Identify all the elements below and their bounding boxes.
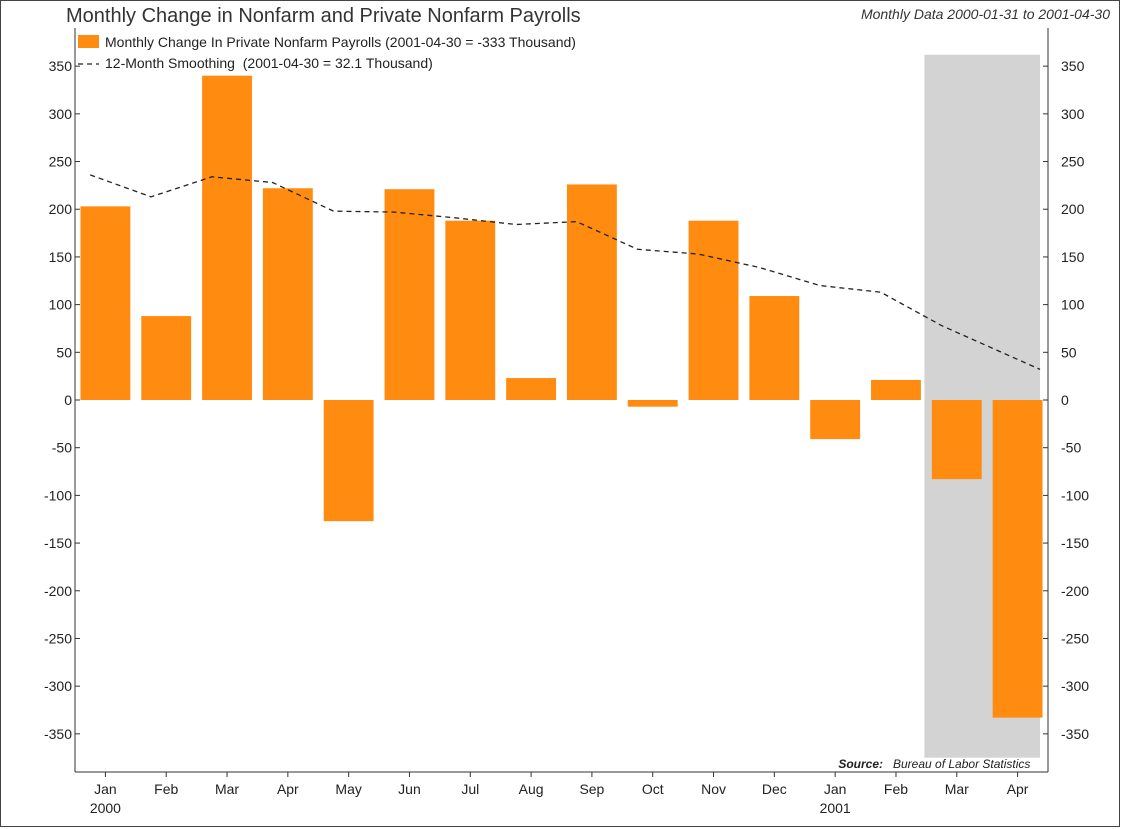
x-tick-label-2: Mar (215, 781, 239, 797)
bar-feb-13 (871, 379, 921, 400)
source-note: Source: Bureau of Labor Statistics (838, 757, 1030, 771)
bar-aug-7 (506, 378, 557, 400)
y-tick-label-left: 350 (49, 58, 73, 74)
y-tick-label-right: -100 (1061, 487, 1089, 503)
source-label: Source: (838, 757, 883, 771)
x-tick-label-9: Oct (642, 781, 664, 797)
y-tick-label-left: -50 (52, 440, 72, 456)
y-tick-label-right: -250 (1061, 630, 1089, 646)
bar-dec-11 (749, 296, 800, 400)
x-tick-label-3: Apr (277, 781, 299, 797)
smoothing-line-series (89, 174, 1041, 370)
y-tick-label-left: -150 (44, 535, 72, 551)
y-tick-label-right: 350 (1061, 58, 1085, 74)
chart-subtitle: Monthly Data 2000-01-31 to 2001-04-30 (860, 6, 1110, 22)
x-tick-label-14: Mar (945, 781, 969, 797)
y-tick-label-right: -200 (1061, 583, 1089, 599)
y-tick-label-left: 250 (49, 154, 73, 170)
y-tick-label-left: -300 (44, 678, 72, 694)
bar-apr-3 (262, 188, 313, 400)
y-tick-label-right: -50 (1061, 440, 1081, 456)
legend-bar-label: Monthly Change In Private Nonfarm Payrol… (105, 34, 576, 50)
axes: 350 350 300 300 250 250 200 200 150 150 100 100 50 50… (44, 28, 1089, 816)
y-tick-label-right: -300 (1061, 678, 1089, 694)
bar-feb-1 (141, 316, 192, 400)
bar-jan-0 (80, 206, 131, 400)
y-tick-label-right: 250 (1061, 154, 1085, 170)
bar-jul-6 (445, 220, 496, 400)
bar-nov-10 (688, 220, 739, 400)
x-tick-label-8: Sep (579, 781, 604, 797)
x-tick-label-4: May (335, 781, 361, 797)
y-tick-label-right: 300 (1061, 106, 1085, 122)
y-tick-label-left: 300 (49, 106, 73, 122)
x-year-label-2001: 2001 (820, 800, 851, 816)
legend-line-label: 12-Month Smoothing (2001-04-30 = 32.1 Th… (105, 55, 433, 71)
bar-mar-14 (931, 400, 982, 480)
y-tick-label-left: -250 (44, 630, 72, 646)
chart-title: Monthly Change in Nonfarm and Private No… (66, 5, 581, 27)
y-tick-label-right: 0 (1061, 392, 1069, 408)
x-tick-label-6: Jul (461, 781, 479, 797)
x-tick-label-7: Aug (519, 781, 544, 797)
x-tick-label-5: Jun (398, 781, 421, 797)
y-tick-label-right: -150 (1061, 535, 1089, 551)
y-tick-label-right: 200 (1061, 201, 1085, 217)
x-tick-label-1: Feb (154, 781, 178, 797)
y-tick-label-right: -350 (1061, 726, 1089, 742)
y-tick-label-left: 200 (49, 201, 73, 217)
legend: Monthly Change In Private Nonfarm Payrol… (78, 34, 576, 71)
source-text: Bureau of Labor Statistics (893, 757, 1030, 771)
x-tick-label-10: Nov (701, 781, 726, 797)
y-tick-label-left: -100 (44, 487, 72, 503)
y-tick-label-left: 100 (49, 297, 73, 313)
legend-bar-swatch (78, 35, 99, 48)
y-tick-label-left: -350 (44, 726, 72, 742)
y-tick-label-right: 100 (1061, 297, 1085, 313)
x-tick-label-0: Jan (94, 781, 117, 797)
bar-may-4 (323, 400, 374, 522)
bar-apr-15 (992, 400, 1043, 718)
bar-oct-9 (627, 400, 678, 407)
x-tick-label-11: Dec (762, 781, 787, 797)
x-tick-label-15: Apr (1007, 781, 1029, 797)
y-tick-label-right: 50 (1061, 344, 1077, 360)
y-tick-label-left: 50 (56, 344, 72, 360)
y-tick-label-left: -200 (44, 583, 72, 599)
y-tick-label-right: 150 (1061, 249, 1085, 265)
smoothing-line (89, 174, 1041, 370)
bar-jun-5 (384, 189, 435, 400)
bar-series (80, 75, 1043, 718)
y-tick-label-left: 150 (49, 249, 73, 265)
bar-jan-12 (810, 400, 861, 440)
x-year-label-2000: 2000 (90, 800, 121, 816)
x-tick-label-13: Feb (884, 781, 908, 797)
bar-mar-2 (202, 75, 252, 400)
y-tick-label-left: 0 (64, 392, 72, 408)
x-tick-label-12: Jan (824, 781, 847, 797)
bar-sep-8 (566, 184, 617, 400)
